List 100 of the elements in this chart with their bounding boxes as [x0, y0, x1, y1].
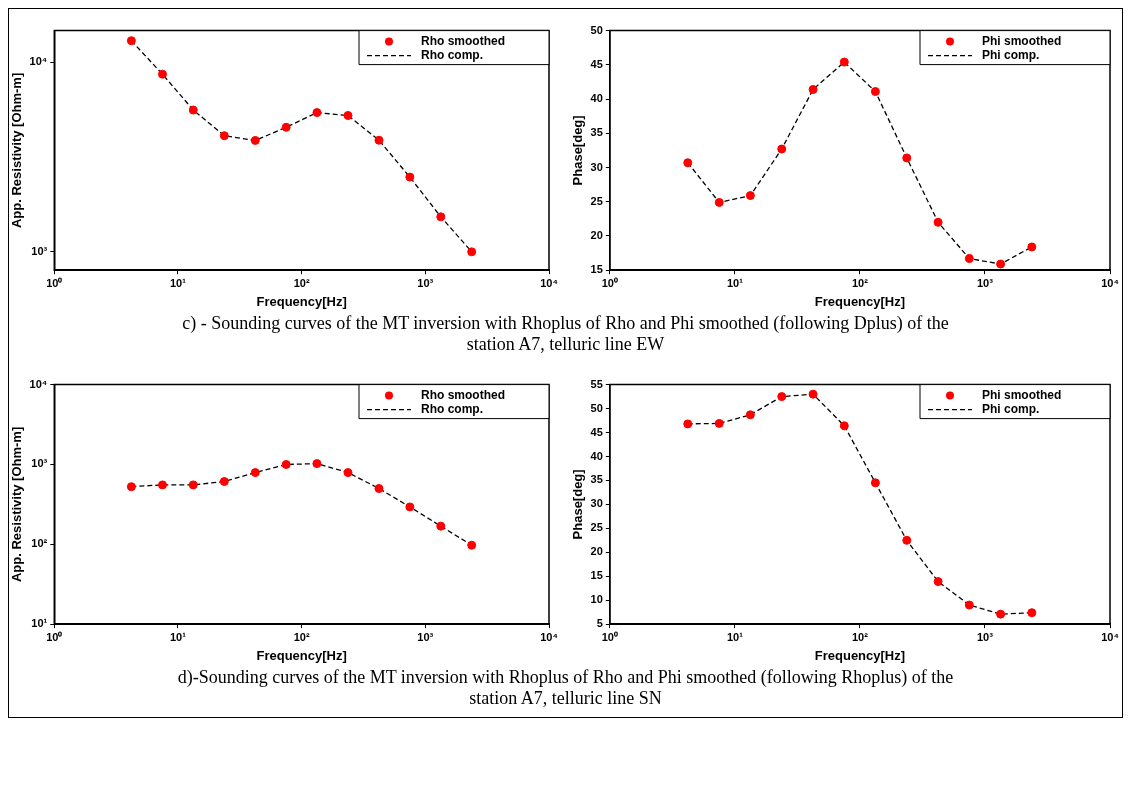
point — [436, 212, 446, 222]
x-tick-label: 10¹ — [726, 630, 744, 643]
y-tick-label: 50 — [590, 23, 603, 36]
point — [870, 478, 880, 488]
y-tick-label: 30 — [590, 497, 603, 510]
y-tick-label: 55 — [590, 377, 603, 390]
y-axis-title: App. Resistivity [Ohm-m] — [9, 72, 25, 229]
x-tick-label: 10² — [851, 630, 869, 643]
point — [188, 105, 198, 115]
point — [1027, 608, 1037, 618]
point — [312, 459, 322, 469]
point — [714, 197, 724, 207]
point — [126, 36, 136, 46]
y-tick-label: 15 — [590, 569, 603, 582]
point — [839, 421, 849, 431]
legend-label: Rho comp. — [421, 401, 483, 416]
point — [1027, 242, 1037, 252]
x-tick-label: 10¹ — [170, 630, 187, 643]
x-tick-label: 10² — [851, 276, 869, 289]
point — [343, 468, 353, 478]
point — [467, 540, 477, 550]
y-axis-title: Phase[deg] — [570, 469, 586, 540]
x-tick-label: 10¹ — [170, 276, 187, 289]
legend-label: Phi comp. — [982, 401, 1040, 416]
point — [374, 135, 384, 145]
point — [964, 600, 974, 610]
x-tick-label: 10⁰ — [46, 276, 63, 289]
x-tick-label: 10⁰ — [601, 630, 618, 643]
point — [996, 609, 1006, 619]
x-tick-label: 10⁴ — [1101, 630, 1119, 643]
point — [188, 480, 198, 490]
y-tick-label: 20 — [590, 229, 603, 241]
point — [405, 172, 415, 182]
y-tick-label: 10¹ — [31, 617, 48, 630]
point — [436, 521, 446, 531]
point — [219, 477, 229, 486]
point — [683, 158, 693, 168]
point — [281, 459, 291, 469]
y-axis-title: App. Resistivity [Ohm-m] — [9, 426, 25, 583]
y-tick-label: 35 — [590, 126, 603, 139]
y-tick-label: 10 — [590, 593, 603, 606]
x-tick-label: 10³ — [417, 630, 434, 643]
x-tick-label: 10⁰ — [46, 630, 63, 643]
x-tick-label: 10³ — [977, 630, 994, 643]
point — [839, 57, 849, 67]
point — [870, 87, 880, 97]
point — [374, 484, 384, 494]
point — [933, 577, 943, 587]
x-tick-label: 10⁰ — [601, 276, 618, 289]
x-tick-label: 10² — [293, 276, 310, 289]
y-tick-label: 20 — [590, 545, 603, 558]
y-tick-label: 50 — [590, 401, 603, 414]
y-tick-label: 10⁴ — [29, 377, 48, 390]
point — [250, 135, 260, 145]
legend-label: Rho smoothed — [421, 33, 505, 48]
x-tick-label: 10³ — [977, 276, 994, 289]
y-tick-label: 15 — [590, 263, 603, 276]
x-axis-title: Frequency[Hz] — [814, 293, 906, 309]
point — [250, 468, 260, 478]
x-axis-title: Frequency[Hz] — [814, 647, 906, 663]
point — [808, 389, 818, 399]
y-tick-label: 30 — [590, 160, 603, 173]
point — [808, 84, 818, 94]
point — [281, 122, 291, 132]
point — [467, 247, 477, 257]
y-axis-title: Phase[deg] — [570, 115, 586, 186]
legend-label: Rho comp. — [421, 47, 483, 62]
legend-label: Phi smoothed — [982, 387, 1062, 402]
x-tick-label: 10⁴ — [540, 630, 558, 643]
y-tick-label: 25 — [590, 521, 603, 534]
text: d)-Sounding curves of the MT inversion with Rhoplus of Rho and Phi smoothed (following Rhoplus) of the station A7, telluric line SN — [176, 667, 955, 709]
y-tick-label: 10² — [31, 537, 48, 550]
x-tick-label: 10⁴ — [540, 276, 558, 289]
y-tick-label: 10³ — [31, 457, 48, 470]
legend-label: Rho smoothed — [421, 387, 505, 402]
point — [996, 259, 1006, 269]
y-tick-label: 10³ — [31, 244, 48, 257]
point — [158, 69, 168, 79]
point — [126, 482, 136, 492]
point — [405, 502, 415, 512]
x-tick-label: 10³ — [417, 276, 434, 289]
legend-label: Phi smoothed — [982, 33, 1062, 48]
y-tick-label: 40 — [590, 92, 603, 105]
x-tick-label: 10¹ — [726, 276, 744, 289]
point — [745, 191, 755, 201]
x-axis-title: Frequency[Hz] — [256, 293, 347, 309]
point — [219, 131, 229, 141]
point — [964, 254, 974, 264]
point — [312, 108, 322, 118]
x-axis-title: Frequency[Hz] — [256, 647, 347, 663]
y-tick-label: 35 — [590, 473, 603, 486]
point — [777, 144, 787, 154]
point — [902, 535, 912, 545]
point — [343, 111, 353, 120]
point — [714, 418, 724, 428]
y-tick-label: 40 — [590, 449, 603, 462]
point — [683, 419, 693, 429]
text: c) - Sounding curves of the MT inversion with Rhoplus of Rho and Phi smoothed (following Dplus) of the station A7, telluric line EW — [181, 313, 950, 355]
point — [745, 410, 755, 420]
point — [777, 392, 787, 402]
